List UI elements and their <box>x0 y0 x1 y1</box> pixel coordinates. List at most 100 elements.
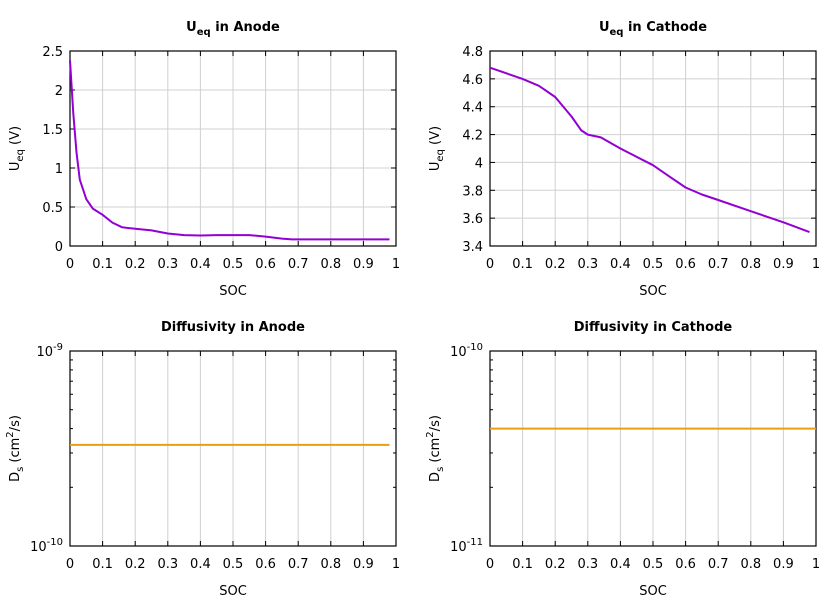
y-tick-label: 2 <box>55 84 63 99</box>
x-tick-label: 1 <box>812 557 820 572</box>
ylabel-main: D <box>8 472 23 482</box>
x-tick-label: 0.2 <box>545 257 566 272</box>
ylabel-superscript: 2 <box>425 431 436 437</box>
y-axis-label: Ds (cm2/s) <box>425 415 446 482</box>
x-tick-label: 0.4 <box>610 557 631 572</box>
tick-exponent: -10 <box>467 342 483 353</box>
x-tick-label: 0.6 <box>675 557 696 572</box>
title-subscript: eq <box>197 27 211 38</box>
x-tick-label: 0.6 <box>255 257 276 272</box>
x-tick-label: 0.7 <box>708 557 729 572</box>
x-tick-label: 0.5 <box>643 257 664 272</box>
x-tick-label: 0.5 <box>223 557 244 572</box>
tick-base: 10 <box>30 540 47 555</box>
x-tick-label: 0.6 <box>255 557 276 572</box>
ylabel-rest: (cm <box>8 438 23 467</box>
x-tick-label: 0 <box>486 257 494 272</box>
y-tick-label: 3.6 <box>462 212 483 227</box>
ylabel-rest2: /s) <box>8 415 23 431</box>
axes-frame <box>69 50 397 247</box>
x-tick-label: 0.8 <box>320 257 341 272</box>
x-tick-label: 0.7 <box>288 557 309 572</box>
ylabel-superscript: 2 <box>5 431 16 437</box>
title-main: U <box>186 20 197 35</box>
tick-exponent: -11 <box>467 537 483 548</box>
y-tick-label: 0.5 <box>42 201 63 216</box>
tick-exponent: -10 <box>47 537 63 548</box>
y-tick-label: 10-11 <box>450 537 483 555</box>
ylabel-rest: (V) <box>8 126 23 149</box>
y-axis-label: Ueq (V) <box>8 126 26 171</box>
y-tick-label: 3.8 <box>462 184 483 199</box>
x-tick-label: 0.2 <box>545 557 566 572</box>
y-tick-label: 1.5 <box>42 123 63 138</box>
y-tick-label: 10-10 <box>30 537 63 555</box>
y-tick-label: 1 <box>55 162 63 177</box>
title-main: Diffusivity in Anode <box>161 320 305 335</box>
y-tick-label: 4.8 <box>462 45 483 60</box>
x-tick-label: 0.1 <box>512 557 533 572</box>
ylabel-main: D <box>428 472 443 482</box>
x-tick-label: 0.8 <box>740 557 761 572</box>
ylabel-subscript: eq <box>435 149 446 162</box>
chart-title: Ueq in Anode <box>186 20 280 38</box>
x-tick-label: 0.4 <box>190 557 211 572</box>
tick-exponent: -9 <box>53 342 63 353</box>
x-tick-label: 0.5 <box>223 257 244 272</box>
x-tick-label: 0.1 <box>512 257 533 272</box>
x-tick-label: 0.3 <box>577 557 598 572</box>
ylabel-subscript: s <box>435 467 446 472</box>
chart-title: Diffusivity in Cathode <box>574 320 733 335</box>
subplot-4: 0 0.1 0.2 0.3 0.4 0.5 0.6 0.7 0.8 0.9 110-1110-10D… <box>425 320 820 599</box>
y-tick-label: 0 <box>55 240 63 255</box>
axes-frame <box>489 350 817 547</box>
y-tick-label: 2.5 <box>42 45 63 60</box>
y-tick-label: 10-9 <box>36 342 63 360</box>
x-tick-label: 1 <box>392 257 400 272</box>
x-tick-label: 0.8 <box>740 257 761 272</box>
x-axis-label: SOC <box>219 584 247 599</box>
x-axis-label: SOC <box>219 284 247 299</box>
title-subscript: eq <box>610 27 624 38</box>
title-rest: in Cathode <box>623 20 707 35</box>
x-tick-label: 0.1 <box>92 257 113 272</box>
x-tick-label: 0.9 <box>353 557 374 572</box>
x-tick-label: 0.2 <box>125 257 146 272</box>
tick-base: 10 <box>36 345 53 360</box>
ylabel-rest: (cm <box>428 438 443 467</box>
y-tick-label: 4.6 <box>462 73 483 88</box>
ylabel-main: U <box>8 162 23 172</box>
x-tick-label: 0.1 <box>92 557 113 572</box>
subplot-3: 0 0.1 0.2 0.3 0.4 0.5 0.6 0.7 0.8 0.9 110-1010-9Di… <box>5 320 400 599</box>
chart-title: Ueq in Cathode <box>599 20 707 38</box>
y-axis-label: Ds (cm2/s) <box>5 415 26 482</box>
x-tick-label: 0 <box>66 557 74 572</box>
axes-frame <box>489 50 817 247</box>
subplot-1: 0 0.1 0.2 0.3 0.4 0.5 0.6 0.7 0.8 0.9 1 0 0.5 1 1.5 2 2.… <box>8 20 400 299</box>
subplot-2: 0 0.1 0.2 0.3 0.4 0.5 0.6 0.7 0.8 0.9 1 3.4 3.6 3.8 4 4… <box>428 20 820 299</box>
x-tick-label: 0.9 <box>773 557 794 572</box>
chart-title: Diffusivity in Anode <box>161 320 305 335</box>
x-tick-label: 1 <box>812 257 820 272</box>
series-line <box>489 66 810 234</box>
ylabel-subscript: eq <box>15 149 26 162</box>
x-axis-label: SOC <box>639 584 667 599</box>
ylabel-main: U <box>428 162 443 172</box>
x-tick-label: 0.6 <box>675 257 696 272</box>
series-line <box>69 60 390 241</box>
title-main: U <box>599 20 610 35</box>
x-tick-label: 0.4 <box>610 257 631 272</box>
axes-frame <box>69 350 397 547</box>
x-tick-label: 1 <box>392 557 400 572</box>
x-tick-label: 0.7 <box>288 257 309 272</box>
x-tick-label: 0.7 <box>708 257 729 272</box>
x-tick-label: 0.5 <box>643 557 664 572</box>
x-tick-label: 0.9 <box>353 257 374 272</box>
x-tick-label: 0.2 <box>125 557 146 572</box>
ylabel-subscript: s <box>15 467 26 472</box>
title-main: Diffusivity in Cathode <box>574 320 733 335</box>
x-tick-label: 0.8 <box>320 557 341 572</box>
title-rest: in Anode <box>211 20 280 35</box>
tick-base: 10 <box>450 345 467 360</box>
